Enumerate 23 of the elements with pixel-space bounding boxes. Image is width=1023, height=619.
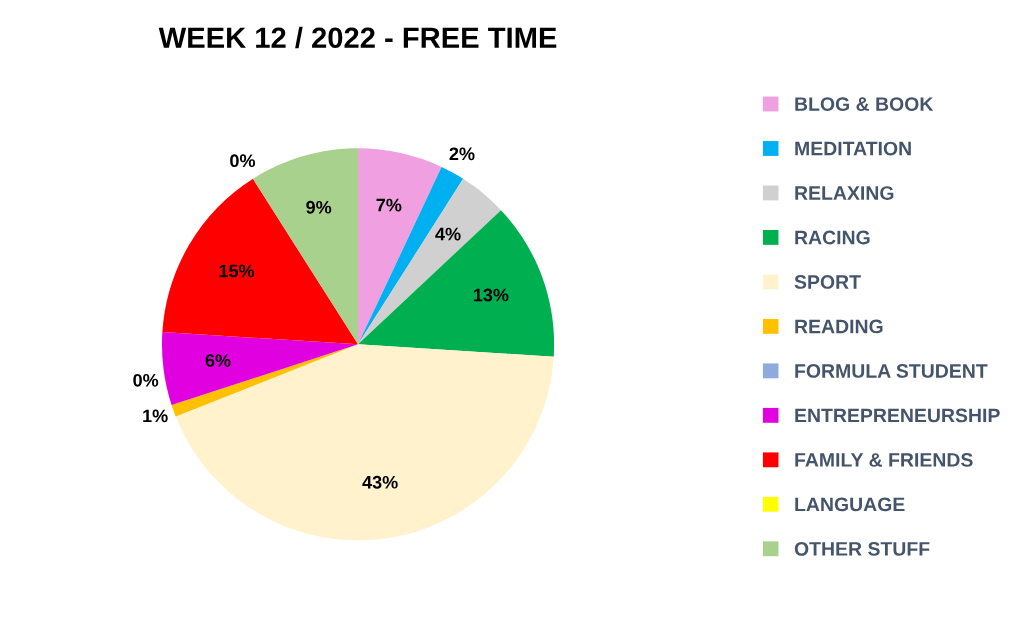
legend-label: RACING — [795, 230, 870, 245]
data-label: 1% — [143, 409, 168, 423]
legend-label: FAMILY & FRIENDS — [795, 453, 973, 467]
text: 0% — [133, 373, 159, 387]
legend-label: MEDITATION — [795, 141, 911, 156]
data-label: 15% — [219, 264, 255, 278]
legend-label: OTHER STUFF — [794, 541, 930, 556]
data-label: 2% — [449, 147, 475, 161]
data-label: 4% — [435, 227, 461, 241]
data-label: 6% — [205, 354, 231, 367]
legend-label: ENTREPRENEURSHIP — [795, 408, 1000, 423]
text: 0% — [230, 154, 256, 168]
data-label: 13% — [473, 288, 509, 302]
legend-label: SPORT — [794, 275, 861, 289]
chart-title: WEEK 12 / 2022 - FREE TIME — [158, 26, 557, 49]
legend-label: LANGUAGE — [795, 497, 905, 512]
legend-label: BLOG & BOOK — [795, 97, 934, 111]
legend-label: READING — [795, 319, 883, 334]
data-label: 43% — [362, 475, 398, 489]
data-label: 9% — [306, 200, 332, 214]
data-label: 7% — [376, 198, 402, 212]
legend-label: RELAXING — [795, 186, 894, 200]
legend-label: FORMULA STUDENT — [795, 364, 988, 378]
